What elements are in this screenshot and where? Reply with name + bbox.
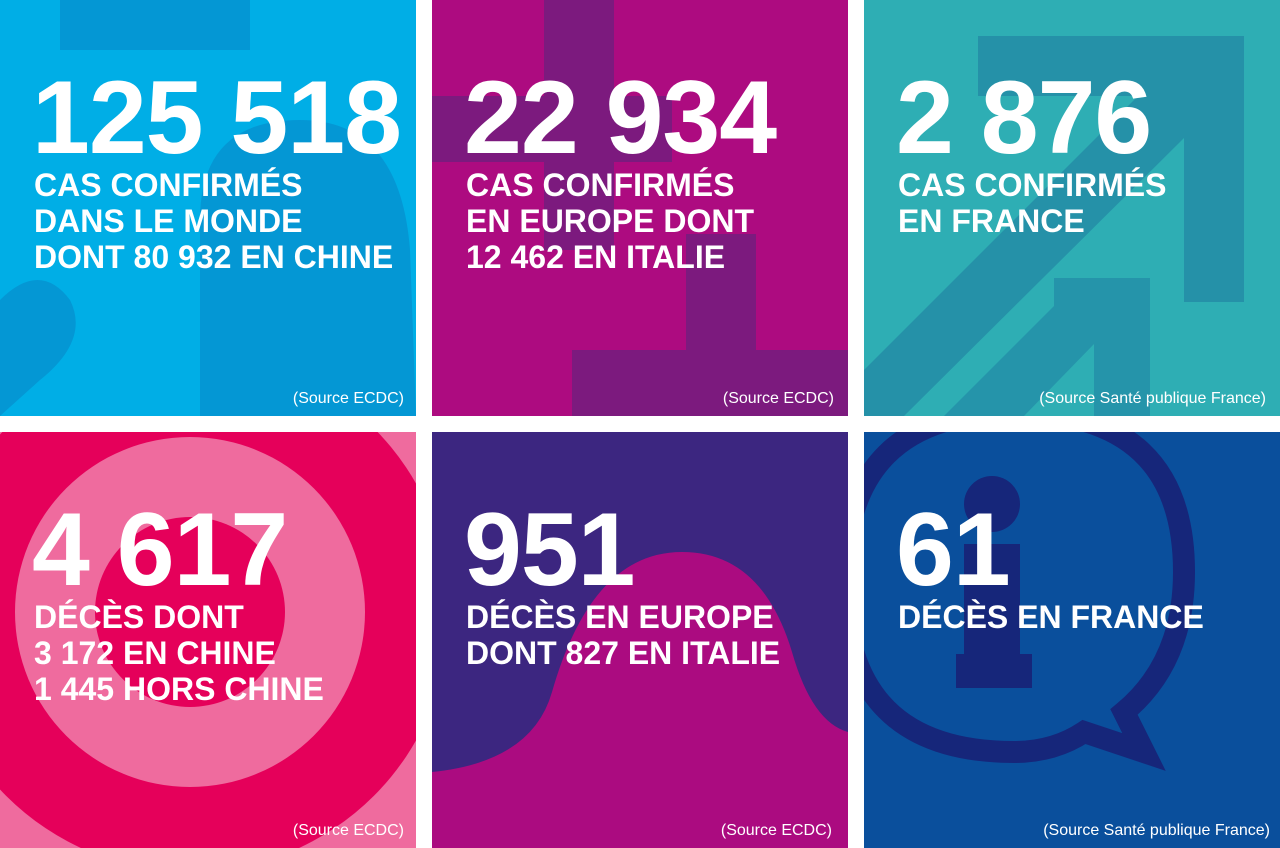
tile-world-cases: 125 518 CAS CONFIRMÉS DANS LE MONDE DONT… <box>0 0 416 416</box>
desc-line: DONT 827 EN ITALIE <box>466 635 781 671</box>
desc-line: 1 445 HORS CHINE <box>34 671 324 707</box>
desc-line: EN FRANCE <box>898 203 1085 239</box>
tile-europe-deaths: 951 DÉCÈS EN EUROPE DONT 827 EN ITALIE (… <box>432 432 848 848</box>
source-note: (Source ECDC) <box>292 822 404 839</box>
wave-icon <box>432 552 848 848</box>
tile-world-deaths: 4 617 DÉCÈS DONT 3 172 EN CHINE 1 445 HO… <box>0 432 416 848</box>
france-cases-description: CAS CONFIRMÉS EN FRANCE <box>898 167 1166 239</box>
desc-line: DÉCÈS EN FRANCE <box>898 599 1204 635</box>
desc-line: 3 172 EN CHINE <box>34 635 276 671</box>
desc-line: CAS CONFIRMÉS <box>898 167 1167 203</box>
desc-line: DÉCÈS EN EUROPE <box>466 599 774 635</box>
question-mark-icon <box>0 0 416 416</box>
source-note: (Source ECDC) <box>292 390 404 407</box>
europe-cases-description: CAS CONFIRMÉS EN EUROPE DONT 12 462 EN I… <box>466 167 754 275</box>
desc-line: CAS CONFIRMÉS <box>34 167 303 203</box>
europe-deaths-number: 951 <box>464 492 636 608</box>
france-deaths-description: DÉCÈS EN FRANCE <box>898 599 1204 635</box>
tile-france-deaths: 61 DÉCÈS EN FRANCE (Source Santé publiqu… <box>864 432 1280 848</box>
tile-france-cases: 2 876 CAS CONFIRMÉS EN FRANCE (Source Sa… <box>864 0 1280 416</box>
source-note: (Source Santé publique France) <box>1043 822 1270 839</box>
desc-line: EN EUROPE DONT <box>466 203 755 239</box>
desc-line: CAS CONFIRMÉS <box>466 167 735 203</box>
france-deaths-number: 61 <box>896 492 1011 608</box>
world-deaths-number: 4 617 <box>32 492 288 608</box>
desc-line: 12 462 EN ITALIE <box>466 239 726 275</box>
info-bubble-icon <box>864 432 1196 771</box>
source-note: (Source Santé publique France) <box>1039 390 1266 407</box>
france-cases-number: 2 876 <box>896 60 1152 176</box>
source-note: (Source ECDC) <box>720 822 832 839</box>
tile-europe-cases: 22 934 CAS CONFIRMÉS EN EUROPE DONT 12 4… <box>432 0 848 416</box>
world-cases-description: CAS CONFIRMÉS DANS LE MONDE DONT 80 932 … <box>34 167 393 275</box>
target-icon <box>0 432 416 848</box>
desc-line: DANS LE MONDE <box>34 203 303 239</box>
source-note: (Source ECDC) <box>722 390 834 407</box>
world-cases-number: 125 518 <box>32 60 402 176</box>
world-deaths-description: DÉCÈS DONT 3 172 EN CHINE 1 445 HORS CHI… <box>34 599 324 707</box>
europe-cases-number: 22 934 <box>464 60 777 176</box>
plus-icon <box>432 0 848 416</box>
arrow-up-right-icon <box>864 36 1244 416</box>
desc-line: DÉCÈS DONT <box>34 599 244 635</box>
europe-deaths-description: DÉCÈS EN EUROPE DONT 827 EN ITALIE <box>466 599 780 671</box>
desc-line: DONT 80 932 EN CHINE <box>34 239 394 275</box>
